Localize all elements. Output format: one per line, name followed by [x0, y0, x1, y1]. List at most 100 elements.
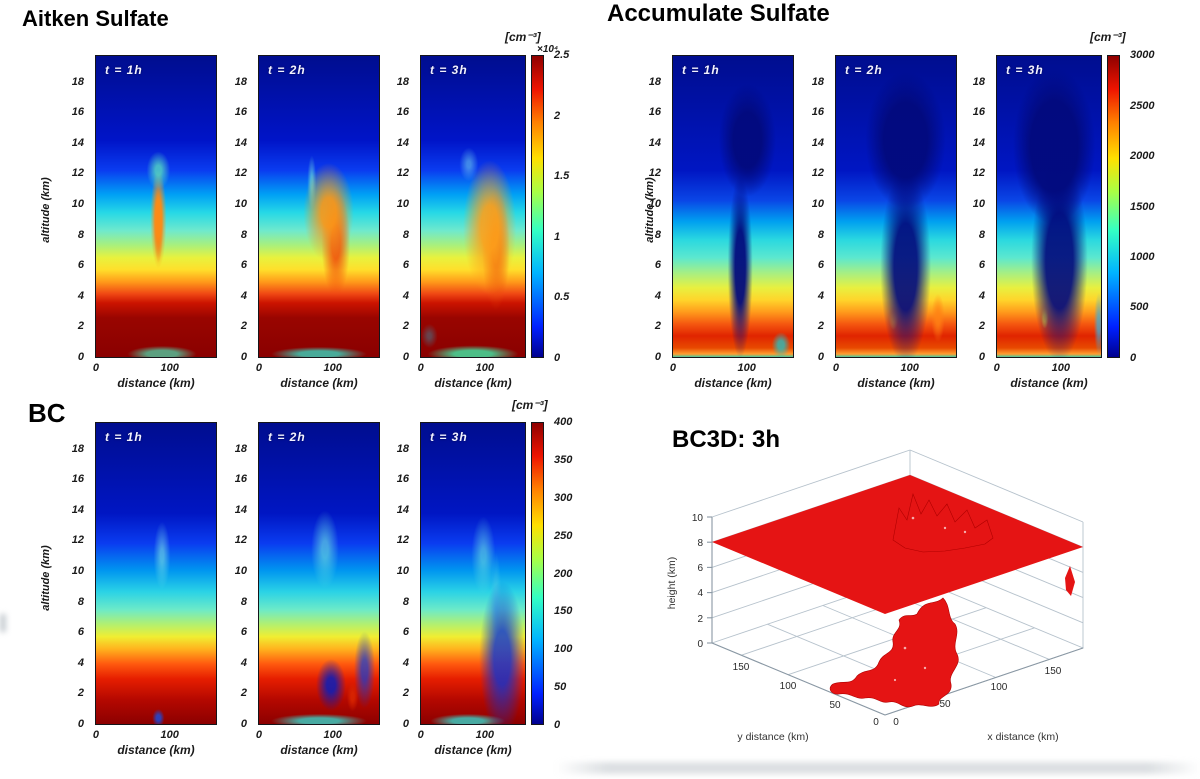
accumulate-p2-xticks: 0 100	[833, 360, 957, 374]
distance-tick: 0	[417, 729, 424, 741]
distance-tick: 100	[475, 729, 494, 741]
altitude-tick: 0	[240, 718, 247, 730]
altitude-tick: 18	[396, 75, 409, 88]
altitude-tick: 16	[396, 106, 409, 119]
bc3d-plume-column	[829, 597, 959, 708]
distance-tick: 100	[1051, 362, 1070, 374]
altitude-tick: 4	[654, 289, 661, 302]
accumulate-p3-xticks: 0 100	[993, 360, 1102, 374]
aitken-colorbar	[531, 55, 544, 358]
altitude-tick: 4	[402, 289, 409, 302]
altitude-tick: 8	[978, 228, 985, 241]
accumulate-p3-yticks: 18 16 14 12 10 8 6 4 2 0	[953, 55, 989, 363]
altitude-tick: 10	[396, 564, 409, 577]
distance-tick: 0	[255, 729, 262, 741]
altitude-tick: 8	[240, 228, 247, 241]
aitken-p2-yticks: 18 16 14 12 10 8 6 4 2 0	[215, 55, 251, 363]
bc-heatmap-t1h: t = 1h	[95, 422, 217, 725]
bc-ylabel: altitude (km)	[40, 545, 52, 611]
aitken-heatmap-t1h: t = 1h	[95, 55, 217, 358]
altitude-tick: 10	[396, 197, 409, 210]
altitude-tick: 8	[817, 228, 824, 241]
altitude-tick: 2	[240, 320, 247, 333]
altitude-tick: 6	[402, 259, 409, 272]
bottom-edge-smudge	[556, 762, 1200, 774]
altitude-tick: 0	[402, 351, 409, 363]
altitude-tick: 6	[77, 259, 84, 272]
bc-p2-xticks: 0 100	[255, 727, 380, 741]
bc3d-ytick-150: 150	[733, 662, 750, 673]
altitude-tick: 12	[972, 167, 985, 180]
bc-heatmap-t3h: t = 3h	[420, 422, 526, 725]
altitude-tick: 10	[234, 197, 247, 210]
altitude-tick: 8	[77, 228, 84, 241]
accumulate-colorbar-ticks: 3000 2500 2000 1500 1000 500 0	[1124, 49, 1170, 364]
bc-colorbar-unit: [cm⁻³]	[512, 398, 548, 412]
aitken-heatmap-t3h: t = 3h	[420, 55, 526, 358]
aitken-p1-xlabel: distance (km)	[117, 376, 195, 390]
altitude-tick: 16	[396, 473, 409, 486]
colorbar-tick: 2.5	[554, 49, 570, 61]
colorbar-tick: 1	[554, 230, 561, 243]
altitude-tick: 16	[972, 106, 985, 119]
bc-p2-xlabel: distance (km)	[280, 743, 358, 757]
altitude-tick: 14	[396, 503, 409, 516]
altitude-tick: 14	[811, 136, 824, 149]
colorbar-tick: 100	[554, 643, 573, 656]
altitude-tick: 10	[71, 564, 84, 577]
altitude-tick: 0	[402, 718, 409, 730]
altitude-tick: 12	[811, 167, 824, 180]
bc3d-ztick-4: 4	[697, 588, 703, 599]
distance-tick: 100	[160, 729, 179, 741]
aitken-t1h-label: t = 1h	[105, 63, 143, 77]
altitude-tick: 8	[654, 228, 661, 241]
aitken-p3-xlabel: distance (km)	[434, 376, 512, 390]
distance-tick: 0	[669, 362, 676, 374]
altitude-tick: 4	[240, 289, 247, 302]
bc3d-ztick-6: 6	[697, 563, 703, 574]
altitude-tick: 6	[77, 626, 84, 639]
colorbar-tick: 500	[1130, 301, 1149, 314]
bc-t3h-label: t = 3h	[430, 430, 468, 444]
distance-tick: 0	[92, 362, 99, 374]
bc3d-xtick-100: 100	[991, 682, 1008, 693]
bc3d-surface-wisp	[1065, 566, 1075, 596]
altitude-tick: 14	[234, 503, 247, 516]
aitken-p2-xticks: 0 100	[256, 360, 380, 374]
colorbar-tick: 300	[554, 491, 573, 504]
altitude-tick: 6	[240, 626, 247, 639]
colorbar-tick: 1500	[1130, 200, 1155, 213]
bc-p1-yticks: 18 16 14 12 10 8 6 4 2 0	[52, 422, 88, 730]
accumulate-heatmap-t1h: t = 1h	[672, 55, 794, 358]
distance-tick: 100	[737, 362, 756, 374]
altitude-tick: 16	[71, 106, 84, 119]
accumulate-t2h-label: t = 2h	[845, 63, 883, 77]
distance-tick: 100	[475, 362, 494, 374]
altitude-tick: 2	[402, 320, 409, 333]
altitude-tick: 18	[396, 442, 409, 455]
altitude-tick: 2	[654, 320, 661, 333]
altitude-tick: 10	[71, 197, 84, 210]
colorbar-tick: 2000	[1130, 149, 1155, 162]
accumulate-p3-xlabel: distance (km)	[1010, 376, 1088, 390]
bc3d-xlabel: x distance (km)	[987, 731, 1058, 743]
altitude-tick: 12	[71, 167, 84, 180]
altitude-tick: 0	[978, 351, 985, 363]
colorbar-tick: 2500	[1130, 99, 1155, 112]
bc3d-ytick-0: 0	[873, 717, 879, 728]
altitude-tick: 16	[234, 473, 247, 486]
bc3d-xtick-50: 50	[939, 699, 951, 710]
bc-t2h-label: t = 2h	[268, 430, 306, 444]
altitude-tick: 0	[817, 351, 824, 363]
distance-tick: 0	[993, 362, 1000, 374]
bc-t1h-label: t = 1h	[105, 430, 143, 444]
altitude-tick: 12	[396, 534, 409, 547]
altitude-tick: 14	[396, 136, 409, 149]
altitude-tick: 0	[77, 351, 84, 363]
altitude-tick: 16	[71, 473, 84, 486]
bc-p3-yticks: 18 16 14 12 10 8 6 4 2 0	[377, 422, 413, 730]
altitude-tick: 4	[77, 656, 84, 669]
bc-colorbar-ticks: 400 350 300 250 200 150 100 50 0	[548, 416, 588, 731]
altitude-tick: 18	[71, 75, 84, 88]
